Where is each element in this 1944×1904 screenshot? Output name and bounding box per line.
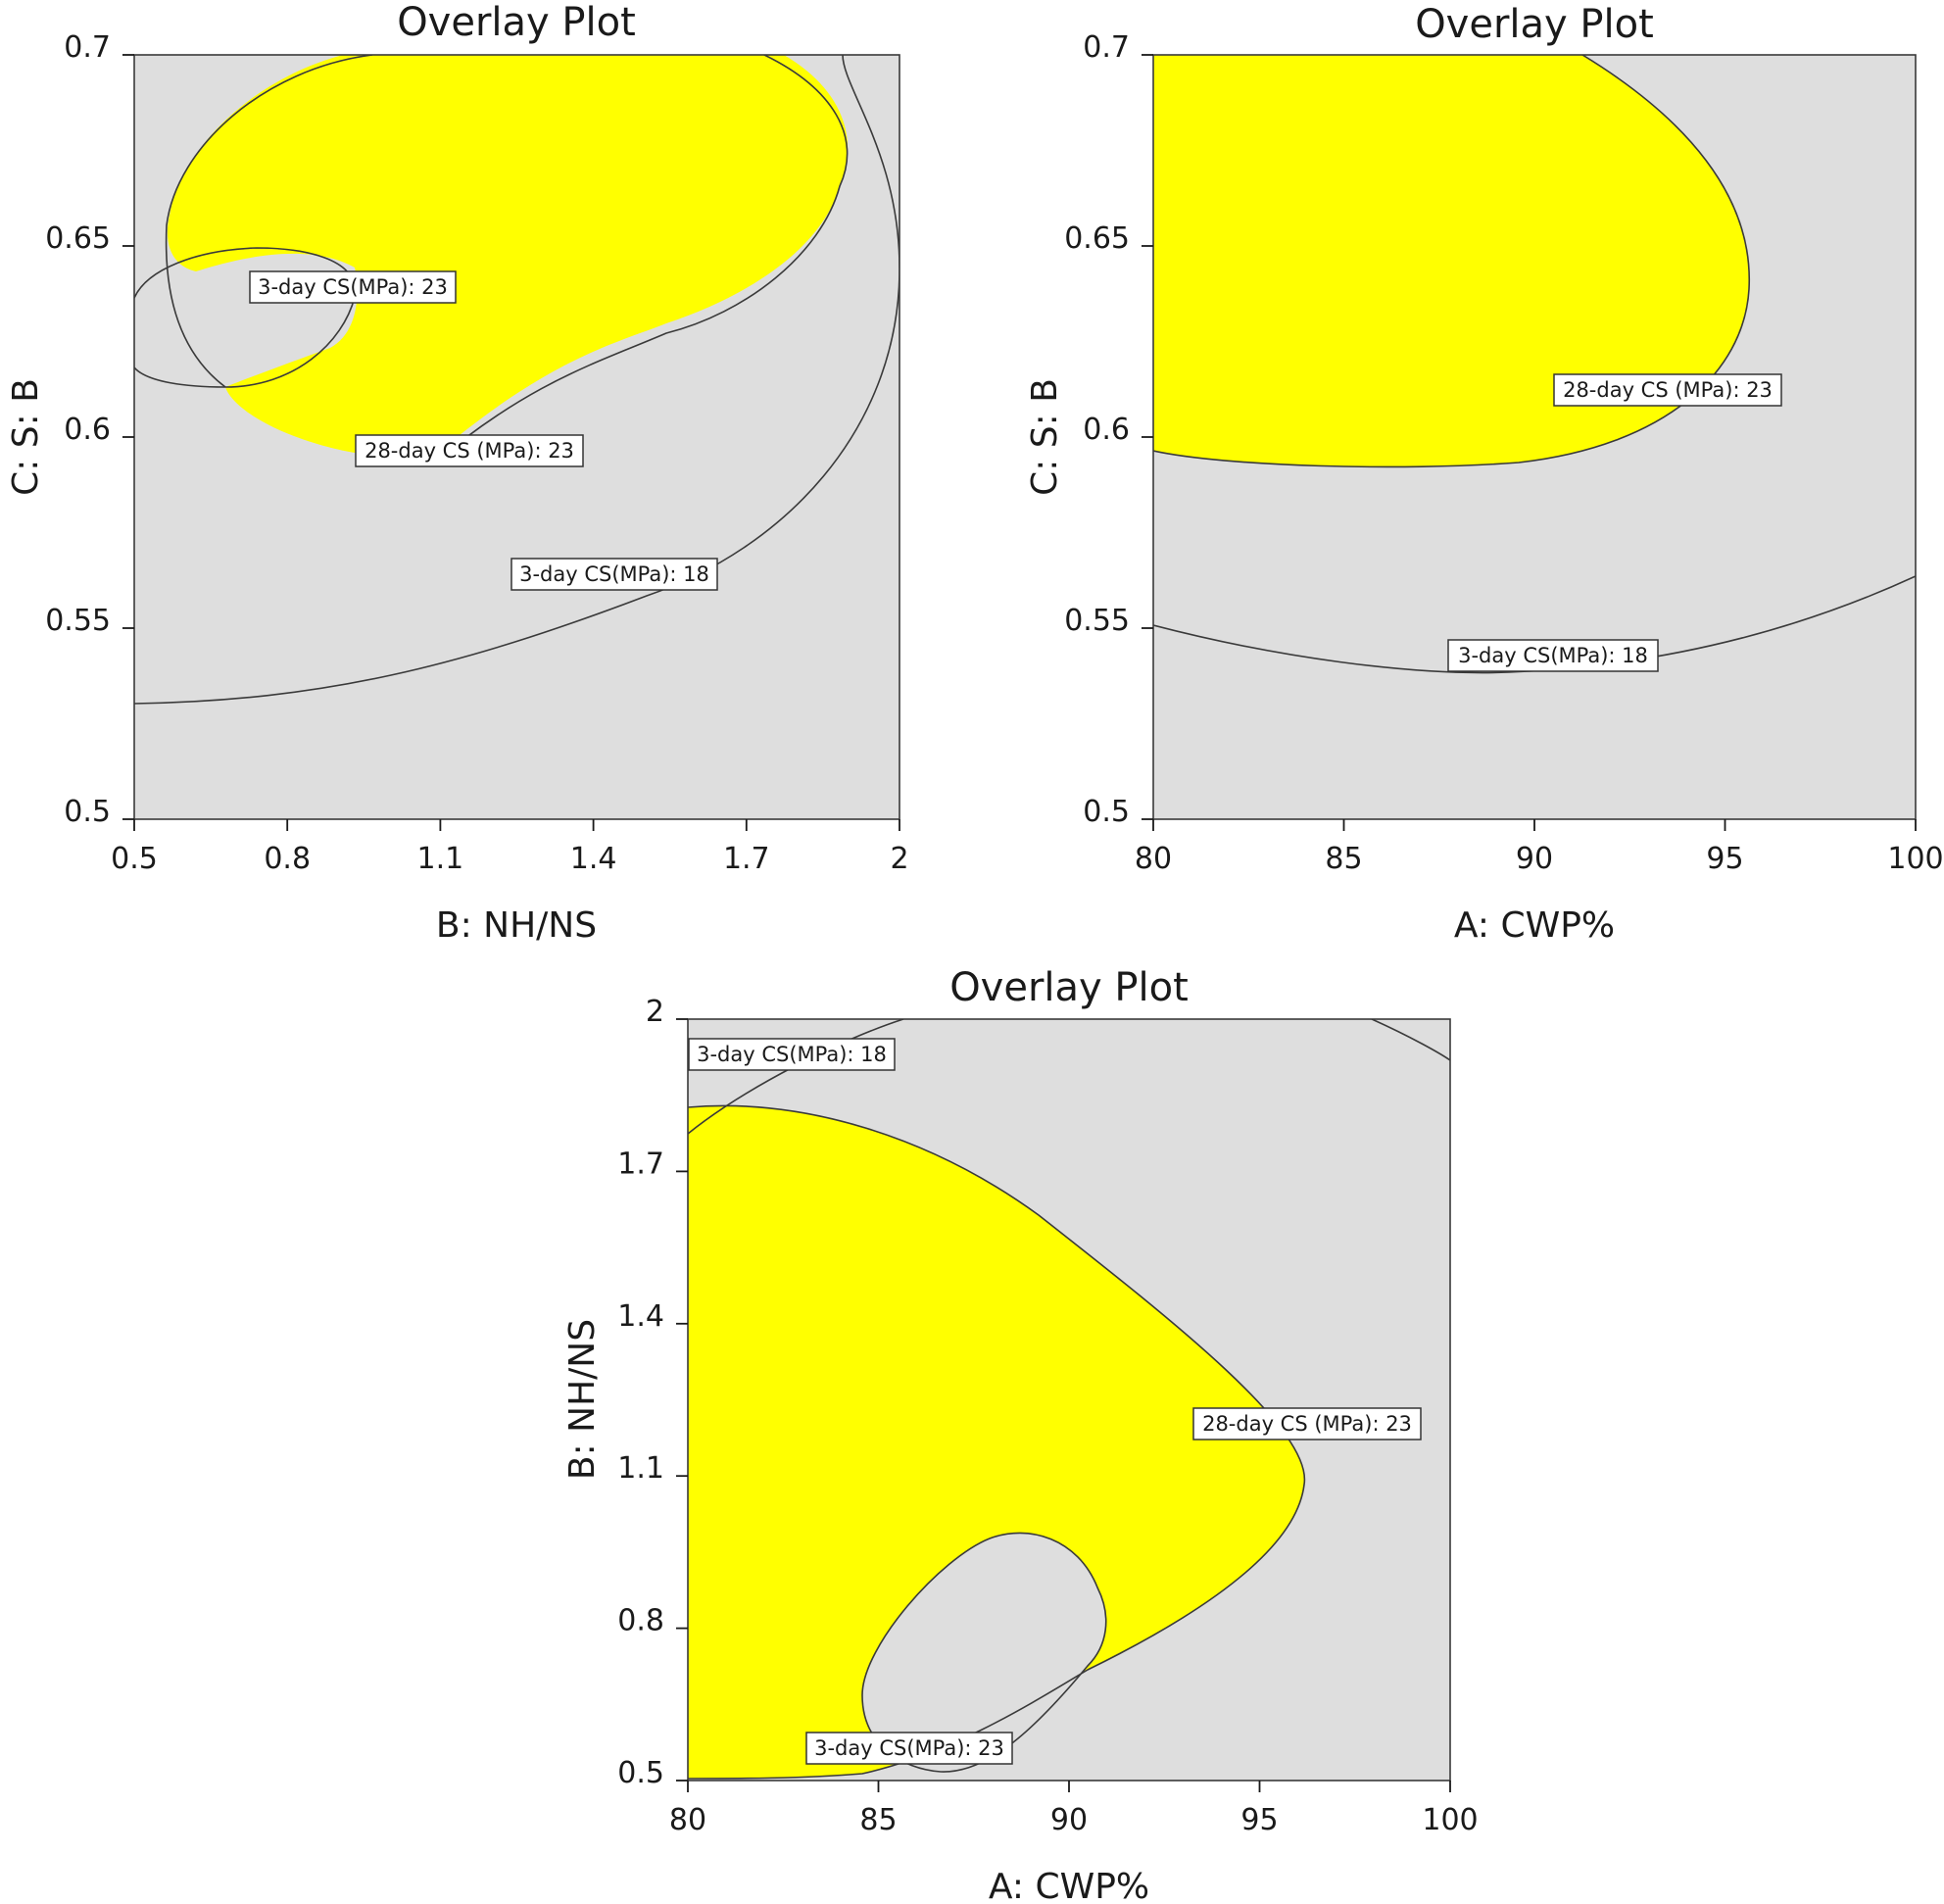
plot-2-feasible-region [1153,55,1750,467]
plot-3-ticks: 80 85 90 95 100 0.5 0.8 1.1 1.4 1.7 2 [617,995,1478,1837]
plot-3-infeasible-pocket [862,1533,1106,1773]
plot-3-contour-label-0: 3-day CS(MPa): 18 [697,1043,887,1066]
plot-2-title: Overlay Plot [1415,2,1654,47]
plot-3-xtick-label-0: 80 [669,1803,706,1837]
plot-2-contour-label-1: 3-day CS(MPa): 18 [1458,644,1648,667]
plot-3-contour-28day-23 [688,1104,1306,1780]
plot-1-xtick-label-4: 1.7 [723,842,770,876]
plot-1-ytick-label-1: 0.55 [45,604,111,638]
plot-3-contour-label-1: 28-day CS (MPa): 23 [1202,1412,1412,1436]
plot-2-contour-label-0: 28-day CS (MPa): 23 [1563,378,1773,402]
plot-3-label-box-1 [1192,1407,1422,1440]
plot-3-xtick-label-2: 90 [1050,1803,1088,1837]
plot-1-ytick-label-2: 0.6 [64,413,111,447]
overlay-plot-1: Overlay Plot 0.5 0.8 1.1 1.4 1.7 20.50.550.60… [6,0,909,946]
plot-3-ylabel: B: NH/NS [562,1319,603,1480]
plot-3-ytick-label-4: 1.7 [617,1147,664,1181]
plot-1-feasible-region [167,55,849,459]
plot-1-contour-3day-18 [134,55,899,705]
plot-3-contour-labels: 3-day CS(MPa): 18 28-day CS (MPa): 23 3-… [688,1038,1422,1765]
plot-1-contour-labels: 3-day CS(MPa): 23 28-day CS (MPa): 23 3-… [249,270,718,591]
plot-2-ytick-label-2: 0.6 [1083,413,1130,447]
plot-1-xtick-label-2: 1.1 [417,842,464,876]
plot-1-ytick-label-0: 0.5 [64,795,111,829]
plot-2-ticks: 80 85 90 95 100 0.5 0.55 0.6 0.65 0.7 [1064,30,1943,876]
plot-2-label-box-0 [1553,373,1782,407]
plot-2-xtick-label-1: 85 [1325,842,1362,876]
overlay-plot-3: Overlay Plot 80 85 90 95 100 0.5 0.8 1.1 1.4 1.7 2… [562,965,1479,1904]
plot-1-contour-28day-23 [165,55,849,466]
plot-1-xtick-label-5: 2 [890,842,908,876]
plot-2-xtick-label-2: 90 [1516,842,1553,876]
plot-2-ytick-label-0: 0.5 [1083,795,1130,829]
plot-1-xtick-label-3: 1.4 [570,842,617,876]
plot-2-xtick-label-3: 95 [1706,842,1743,876]
plot-2-xlabel: A: CWP% [1454,905,1615,946]
plot-3-label-box-0 [688,1038,896,1071]
plot-1-title: Overlay Plot [397,0,636,45]
plot-3-xlabel: A: CWP% [989,1867,1149,1904]
plot-3-feasible-region [688,1105,1305,1779]
plot-1-xlabel: B: NH/NS [436,905,597,946]
plot-2-label-box-1 [1447,639,1659,672]
plot-1-contour-label-0: 3-day CS(MPa): 23 [258,275,448,299]
plot-2-xtick-label-4: 100 [1887,842,1943,876]
plot-3-xtick-label-1: 85 [859,1803,897,1837]
plot-3-title: Overlay Plot [949,965,1189,1010]
plot-3-ytick-label-2: 1.1 [617,1451,664,1486]
plot-1-xtick-label-0: 0.5 [111,842,158,876]
plot-1-label-box-2 [510,558,718,591]
plot-1-xtick-label-1: 0.8 [264,842,311,876]
plot-1-ticks: 0.5 0.8 1.1 1.4 1.7 2 0.5 0.55 0.6 0.65 0.7 [45,30,908,876]
plot-1-ytick-label-3: 0.65 [45,221,111,256]
plot-2-ytick-label-4: 0.7 [1083,30,1130,65]
plot-2-ytick-label-3: 0.65 [1064,221,1130,256]
overlay-plot-2: Overlay Plot 80 85 90 95 100 0.5 0.55 0.6 0.65 0.… [1025,2,1944,946]
plot-3-ytick-label-5: 2 [646,995,664,1029]
plot-3-contour-3day-23 [861,1532,1107,1773]
plot-3-ytick-label-3: 1.4 [617,1299,664,1334]
plot-3-contour-label-2: 3-day CS(MPa): 23 [814,1736,1004,1760]
plot-2-ytick-label-1: 0.55 [1064,604,1130,638]
plot-1-label-box-1 [355,434,584,467]
plot-2-xtick-label-0: 80 [1135,842,1172,876]
plot-1-contour-label-2: 3-day CS(MPa): 18 [519,562,709,586]
plot-1-ylabel: C: S: B [6,378,46,496]
plot-3-ytick-label-1: 0.8 [617,1604,664,1638]
plot-2-ylabel: C: S: B [1025,378,1065,496]
plot-2-contour-3day-18 [1153,575,1916,674]
plot-1-ytick-label-4: 0.7 [64,30,111,65]
plot-3-xtick-label-3: 95 [1240,1803,1278,1837]
plot-1-contour-label-1: 28-day CS (MPa): 23 [364,439,574,463]
plot-3-xtick-label-4: 100 [1422,1803,1478,1837]
plot-3-ytick-label-0: 0.5 [617,1756,664,1790]
plot-3-label-box-2 [805,1732,1013,1765]
plot-1-label-box-0 [249,270,457,304]
plot-2-contour-labels: 28-day CS (MPa): 23 3-day CS(MPa): 18 [1447,373,1782,672]
